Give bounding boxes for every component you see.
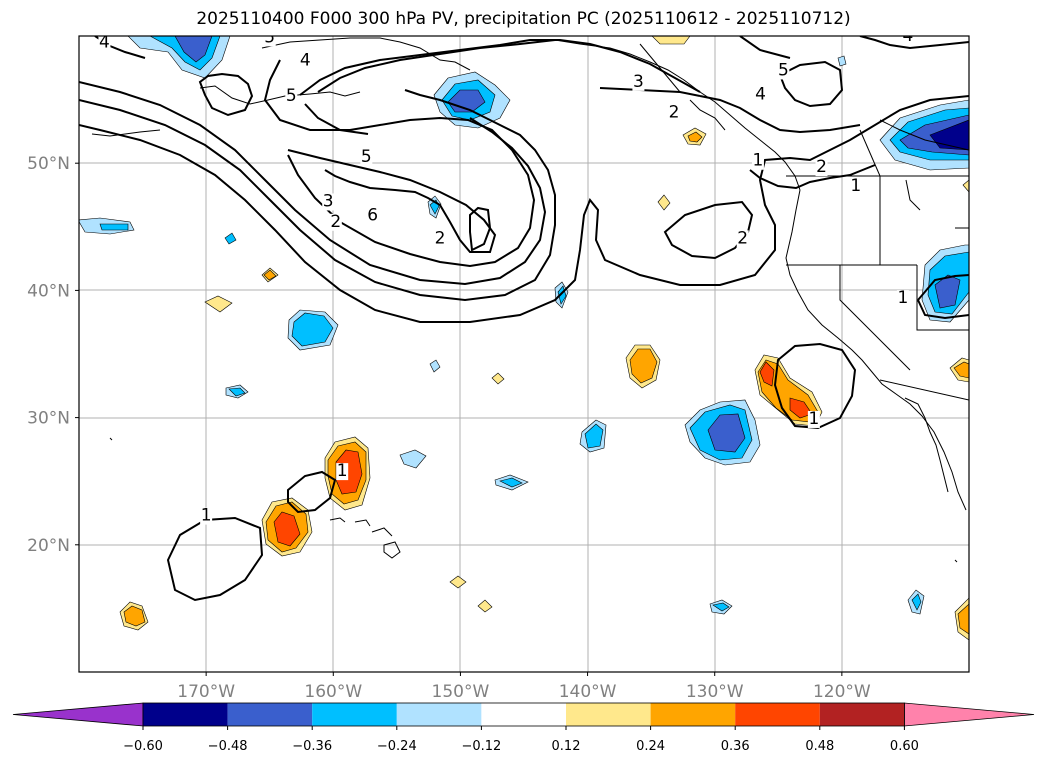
- pv-contour-3: [79, 89, 556, 302]
- colorbar-tick-label: 0.24: [636, 739, 665, 754]
- contour-label-bg: [263, 36, 276, 47]
- colorbar-tick-label: 0.48: [805, 739, 834, 754]
- axis-ticks: 170°W 160°W 150°W 140°W 130°W 120°W 20°N 30°N 40…: [27, 154, 871, 702]
- contour-label: 3: [633, 72, 644, 92]
- lat-tick-label: 50°N: [27, 154, 70, 174]
- lat-tick-label: 30°N: [27, 409, 70, 429]
- contour-label-bg: [336, 463, 349, 481]
- lat-tick-label: 20°N: [27, 536, 70, 556]
- contour-label: 4: [300, 50, 311, 70]
- contour-label-bg: [901, 36, 914, 46]
- pv-contours: [79, 36, 969, 602]
- pv-contour-4: [79, 81, 547, 286]
- lon-tick-label: 130°W: [686, 682, 744, 702]
- contour-label-bg: [632, 73, 645, 91]
- colorbar-tick-label: 0.12: [552, 739, 581, 754]
- colorbar-tick-label: −0.36: [292, 739, 332, 754]
- lon-tick-label: 120°W: [813, 682, 871, 702]
- lon-tick-label: 150°W: [432, 682, 490, 702]
- contour-label-bg: [434, 230, 447, 248]
- contour-label-bg: [322, 193, 335, 211]
- contour-label: 2: [669, 102, 680, 122]
- contour-label: 1: [897, 288, 908, 308]
- colorbar-segment: [312, 703, 397, 726]
- contour-label: 4: [99, 32, 110, 52]
- contour-label-bg: [751, 152, 764, 170]
- contour-label: 4: [755, 85, 766, 105]
- contour-label-bg: [849, 178, 862, 196]
- contour-label: 4: [903, 26, 914, 46]
- pv-contour-6: [287, 149, 497, 253]
- pv-contour-5: [263, 59, 536, 268]
- contour-label-bg: [815, 159, 828, 177]
- contour-label: 6: [367, 205, 378, 225]
- figure-title: 2025110400 F000 300 hPa PV, precipitatio…: [196, 9, 851, 29]
- contour-label: 5: [361, 147, 372, 167]
- contour-label-bg: [668, 104, 681, 122]
- contour-label-bg: [807, 410, 820, 428]
- contour-label: 1: [753, 151, 764, 171]
- colorbar-tick-label: −0.12: [461, 739, 501, 754]
- colorbar: −0.60 −0.48 −0.36 −0.24 −0.12 0.12 0.24 0.36 0.4…: [12, 702, 1035, 754]
- contour-label-bg: [299, 52, 312, 70]
- contour-label-bg: [360, 148, 373, 166]
- pv-contour-small: [469, 206, 492, 252]
- precip-anomaly-fill: [79, 36, 969, 641]
- contour-label: 2: [737, 228, 748, 248]
- colorbar-segment: [650, 703, 736, 726]
- map-frame: [78, 35, 970, 673]
- colorbar-segment: [735, 703, 820, 726]
- contour-label: 1: [850, 176, 861, 196]
- contour-label-bg: [98, 36, 111, 52]
- colorbar-segment: [143, 703, 228, 726]
- contour-label: 2: [330, 212, 341, 232]
- contour-label: 1: [201, 506, 212, 526]
- lon-tick-label: 170°W: [177, 682, 235, 702]
- contour-label-bg: [329, 213, 342, 231]
- colorbar-frame: [142, 702, 905, 727]
- lon-tick-label: 140°W: [559, 682, 617, 702]
- colorbar-segment: [396, 703, 482, 726]
- contour-label: 3: [323, 191, 334, 211]
- lon-tick-label: 160°W: [304, 682, 362, 702]
- contour-label: 2: [816, 157, 827, 177]
- contour-label: 2: [435, 228, 446, 248]
- colorbar-tick-label: 0.36: [721, 739, 750, 754]
- pv-contour-north: [299, 39, 701, 96]
- contour-label-bg: [777, 62, 790, 80]
- contour-label-bg: [736, 230, 749, 248]
- lat-tick-label: 40°N: [27, 281, 70, 301]
- contour-label-bg: [754, 86, 767, 104]
- colorbar-segment: [566, 703, 651, 726]
- colorbar-tick-label: −0.60: [123, 739, 163, 754]
- colorbar-segment: [227, 703, 313, 726]
- contour-label-bg: [200, 507, 213, 525]
- contour-label: 1: [808, 409, 819, 429]
- colorbar-extend-high: [904, 702, 1035, 727]
- contour-label-bg: [366, 207, 379, 225]
- contour-label: 5: [778, 60, 789, 80]
- pv-contour-2: [79, 95, 969, 323]
- colorbar-segment: [819, 703, 905, 726]
- colorbar-tick-label: −0.24: [377, 739, 417, 754]
- colorbar-extend-low: [12, 702, 144, 727]
- colorbar-tick-label: −0.48: [208, 739, 248, 754]
- contour-label: 1: [337, 461, 348, 481]
- contour-label: 5: [286, 86, 297, 106]
- colorbar-tick-label: 0.60: [890, 739, 919, 754]
- contour-label-bg: [896, 290, 909, 308]
- contour-label: 5: [264, 27, 275, 47]
- colorbar-segment: [481, 703, 566, 726]
- contour-label-bg: [285, 87, 298, 105]
